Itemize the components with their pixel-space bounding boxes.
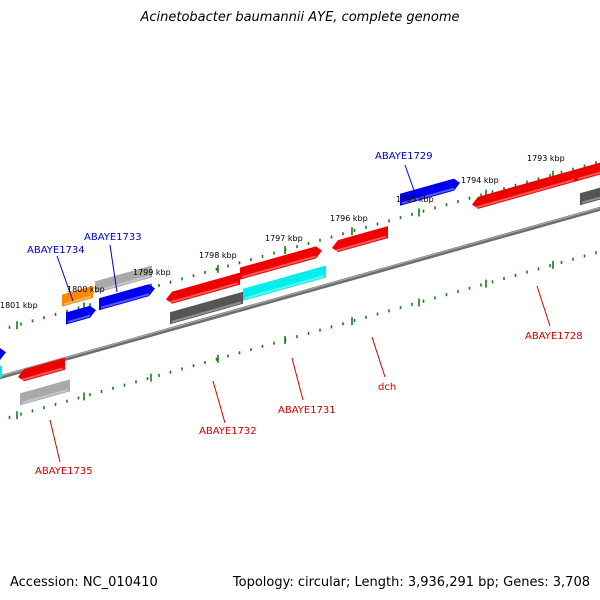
kbp-label: 1800 kbp [67,285,105,294]
gene-cyan-edge [0,365,2,379]
gene-ABAYE1733 [95,265,152,294]
gene-edge-right [576,162,600,182]
gene-label: ABAYE1735 [35,466,93,477]
gene-darkgray-edge [580,187,600,206]
gene-ABAYE1731 [243,265,326,301]
leader-dch [371,336,386,378]
genome-backbone-highlight [0,207,600,377]
gene-labels: ABAYE1734 ABAYE1733 ABAYE1729 ABAYE1735 ABAY… [27,151,583,477]
gene-label: dch [378,382,396,393]
gene-ABAYE1735-partner [20,379,70,406]
gene-ABAYE1732 [166,272,240,304]
gene-label: ABAYE1728 [525,331,583,342]
accession-text: Accession: NC_010410 [10,575,158,590]
leader-ABAYE1732 [212,380,226,424]
leader-ABAYE1731 [291,357,304,401]
genome-backbone [0,206,600,380]
kbp-label: 1801 kbp [0,301,38,310]
leader-ABAYE1735 [49,419,61,463]
genome-summary-text: Topology: circular; Length: 3,936,291 bp… [232,575,590,590]
leader-ABAYE1729 [404,164,417,197]
gene-label: ABAYE1733 [84,232,142,243]
label-leaders [49,164,551,463]
gene-ABAYE1729 [400,178,460,206]
gene-blue-large [99,284,155,311]
kbp-label: 1793 kbp [527,154,565,163]
leader-ABAYE1734 [56,255,74,302]
gene-edge-left [0,348,6,360]
gene-dch [332,226,388,253]
gene-label: ABAYE1729 [375,151,433,162]
kbp-label: 1798 kbp [199,251,237,260]
gene-label: ABAYE1731 [278,405,336,416]
lower-tick-row [8,251,597,420]
gene-ABAYE1735 [18,357,65,382]
gene-blue-small [66,305,96,325]
gene-label: ABAYE1734 [27,245,85,256]
gene-features [0,162,600,406]
gene-label: ABAYE1732 [199,426,257,437]
leader-ABAYE1728 [536,285,551,327]
gene-ABAYE1734 [62,285,93,307]
kbp-label: 1799 kbp [133,268,171,277]
kbp-label: 1797 kbp [265,234,303,243]
gene-gray-segment [170,291,243,325]
kbp-label: 1795 kbp [396,195,434,204]
gene-ABAYE1728 [472,169,576,209]
gene-ABAYE1730 [240,246,322,280]
map-title: Acinetobacter baumannii AYE, complete ge… [140,10,460,25]
kbp-label: 1794 kbp [461,176,499,185]
leader-ABAYE1733 [109,244,118,293]
kbp-label: 1796 kbp [330,214,368,223]
kbp-labels: 1801 kbp 1800 kbp 1799 kbp 1798 kbp 1797 kbp… [0,154,565,310]
